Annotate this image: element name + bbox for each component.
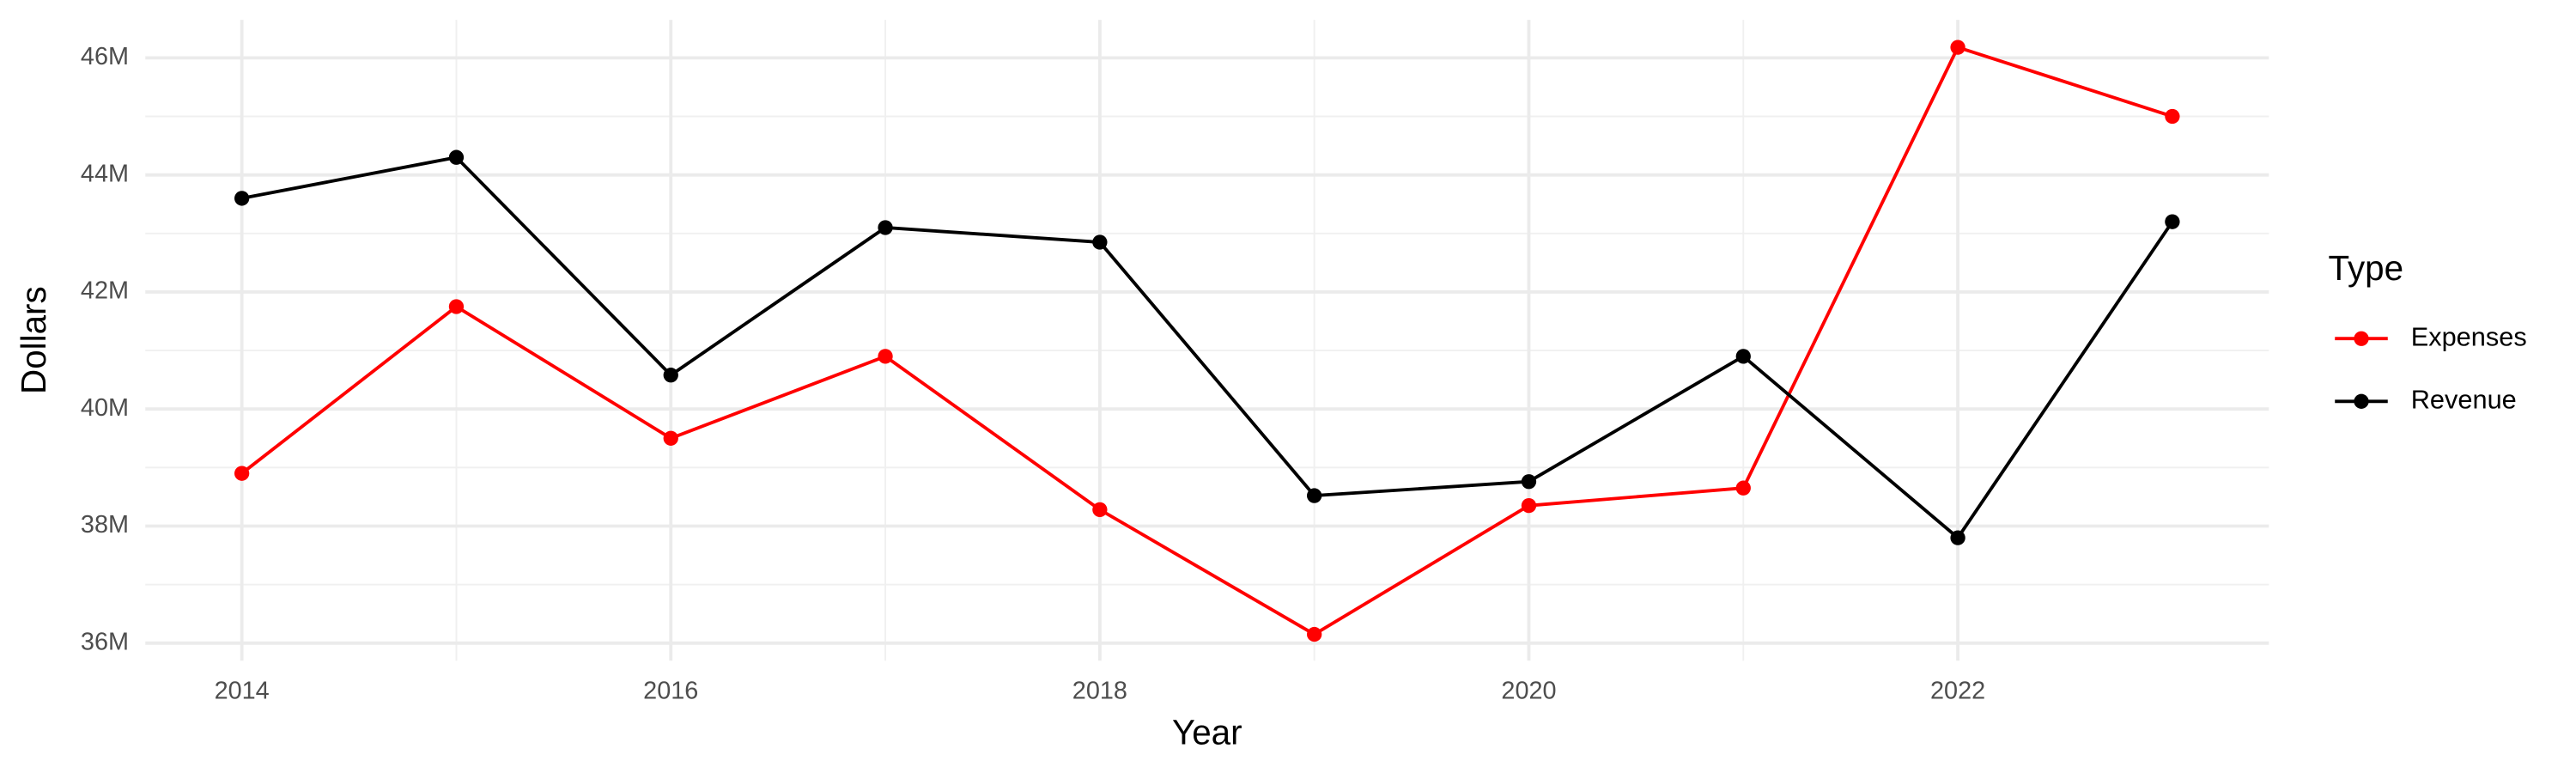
- data-point: [1521, 498, 1537, 514]
- y-tick-label: 44M: [81, 160, 129, 187]
- data-point: [1950, 530, 1965, 545]
- data-point: [1950, 40, 1965, 55]
- data-point: [448, 299, 465, 314]
- x-tick-label: 2018: [1072, 677, 1127, 704]
- data-point: [234, 191, 250, 206]
- legend-title: Type: [2329, 248, 2404, 288]
- legend-label: Revenue: [2411, 384, 2517, 414]
- series-line: [240, 45, 2173, 636]
- data-point: [2165, 108, 2180, 125]
- data-point: [1092, 234, 1108, 250]
- x-tick-label: 2014: [215, 677, 270, 704]
- data-point: [1092, 502, 1108, 518]
- data-point: [663, 430, 678, 446]
- data-point: [878, 349, 893, 364]
- data-point: [234, 466, 250, 481]
- y-tick-label: 40M: [81, 394, 129, 422]
- legend-key-point: [2354, 331, 2369, 346]
- legend-label: Expenses: [2411, 321, 2527, 351]
- x-tick-label: 2020: [1501, 677, 1556, 704]
- y-tick-label: 42M: [81, 277, 129, 305]
- x-axis-title: Year: [1172, 712, 1242, 752]
- data-point: [1735, 349, 1751, 364]
- y-tick-label: 38M: [81, 511, 129, 539]
- data-point: [1307, 626, 1322, 642]
- y-axis-title: Dollars: [14, 286, 53, 394]
- y-tick-label: 46M: [81, 43, 129, 70]
- series-line: [241, 155, 2174, 540]
- data-point: [1307, 488, 1322, 503]
- data-point: [2165, 214, 2180, 229]
- y-tick-label: 36M: [81, 628, 129, 655]
- legend-key-point: [2354, 393, 2369, 409]
- data-point: [448, 149, 465, 165]
- data-point: [1521, 474, 1537, 490]
- data-point: [1735, 480, 1751, 496]
- x-tick-label: 2016: [643, 677, 698, 704]
- data-point: [878, 220, 893, 235]
- x-tick-label: 2022: [1930, 677, 1985, 704]
- data-point: [663, 368, 678, 383]
